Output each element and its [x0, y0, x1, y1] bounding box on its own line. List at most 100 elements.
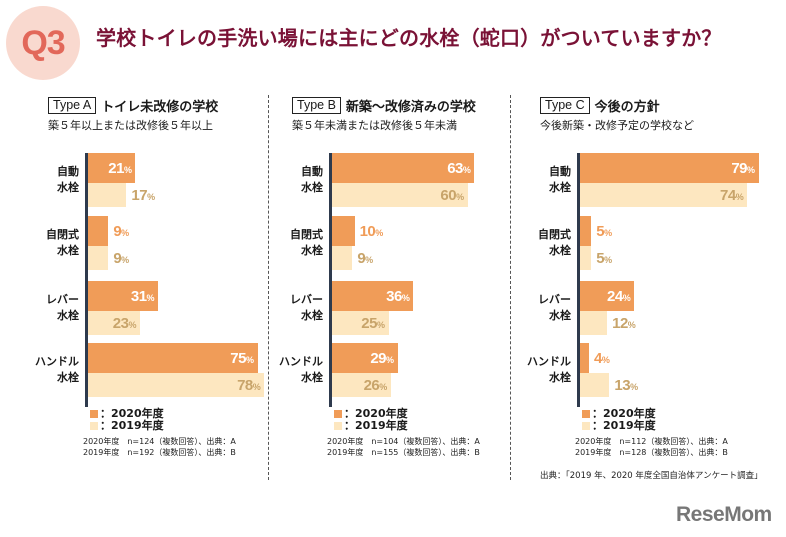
bar-2020: [88, 153, 136, 183]
category-label-line: レバー: [46, 293, 79, 306]
category-label-line: 自閉式: [46, 228, 79, 241]
legend-label: ：2020年度: [592, 407, 656, 420]
category-label-line: 水栓: [57, 371, 79, 384]
data-label: 23%: [112, 315, 137, 332]
bar-2020: [332, 343, 398, 373]
panel-type-label: Type C: [540, 97, 590, 114]
data-label: 4%: [594, 350, 610, 367]
legend-swatch: [90, 410, 98, 418]
bar-2020: [332, 153, 475, 183]
y-axis-line: [329, 153, 332, 407]
data-label: 21%: [108, 160, 132, 177]
chart-panel-type-b: Type B 新築～改修済みの学校築５年未満または改修後５年未満自動水栓 63% 60…: [279, 96, 522, 476]
category-label-line: ハンドル: [527, 355, 571, 368]
category-label: ハンドル 水栓: [263, 354, 323, 386]
legend-swatch: [582, 410, 590, 418]
category-label-line: 水栓: [549, 244, 571, 257]
data-label: 9%: [357, 250, 373, 267]
category-label: レバー 水栓: [19, 292, 79, 324]
category-label-line: 水栓: [301, 244, 323, 257]
bar-2019: [580, 246, 592, 270]
panel-type-label: Type B: [292, 97, 341, 114]
data-label: 63%: [447, 160, 471, 177]
data-label: 60%: [440, 187, 464, 204]
bar-2020: [332, 281, 414, 311]
panel-subtitle: 築５年以上または改修後５年以上: [48, 119, 213, 132]
data-label: 17%: [131, 187, 155, 204]
panel-title-text: 今後の方針: [594, 100, 660, 115]
legend-label: ：2019年度: [592, 419, 656, 432]
data-label: 9%: [113, 250, 129, 267]
category-label-line: 水栓: [549, 371, 571, 384]
data-label: 10%: [359, 223, 384, 240]
panel-title: Type C 今後の方針: [540, 96, 660, 115]
category-label-line: 自動: [301, 165, 323, 178]
panel-divider: [510, 95, 511, 480]
legend-label: ：2020年度: [100, 407, 164, 420]
legend-label: ：2019年度: [100, 419, 164, 432]
bar-2019: [580, 183, 748, 207]
panel-subtitle: 今後新築・改修予定の学校など: [540, 119, 694, 132]
panel-divider: [268, 95, 269, 480]
data-label: 31%: [130, 288, 155, 305]
legend: ：2020年度 ：2019年度: [334, 408, 408, 432]
category-label: 自閉式水栓: [263, 227, 323, 259]
bar-2019: [580, 373, 610, 397]
category-label: ハンドル水栓: [511, 354, 571, 386]
bar-2020: [580, 343, 590, 373]
category-label-line: レバー: [538, 293, 571, 306]
bar-2020: [580, 281, 635, 311]
sample-note: 2020年度 n=124（複数回答）、出典：A: [83, 437, 236, 446]
panel-title: Type A トイレ未改修の学校: [48, 96, 218, 115]
data-label: 13%: [614, 377, 638, 394]
bar-2019: [580, 311, 608, 335]
category-label: 自動 水栓: [263, 164, 323, 196]
legend-swatch: [90, 422, 98, 430]
category-label-line: ハンドル: [35, 355, 79, 368]
sample-notes: 2020年度 n=112（複数回答）、出典：A 2019年度 n=128（複数回答…: [575, 436, 728, 458]
data-label: 5%: [596, 223, 612, 240]
bar-2019: [332, 373, 391, 397]
category-label-line: 自閉式: [290, 228, 323, 241]
category-label: 自閉式 水栓: [19, 227, 79, 259]
category-label: 自閉式水栓: [511, 227, 571, 259]
bar-2019: [332, 246, 353, 270]
bar-2019: [88, 183, 127, 207]
page-title: 学校トイレの手洗い場には主にどの水栓（蛇口）がついていますか？: [96, 26, 722, 50]
panel-title-text: トイレ未改修の学校: [101, 100, 219, 115]
category-label: 自動 水栓: [511, 164, 571, 196]
category-label-line: 自動: [549, 165, 571, 178]
bar-2020: [580, 216, 592, 246]
question-number: Q3: [21, 23, 65, 62]
sample-notes: 2020年度 n=124（複数回答）、出典：A 2019年度 n=192（複数回答…: [83, 436, 236, 458]
category-label-line: 水栓: [301, 309, 323, 322]
category-label-line: レバー: [290, 293, 323, 306]
chart-panel-type-a: Type A トイレ未改修の学校築５年以上または改修後５年以上自動水栓 21% 17%…: [35, 96, 278, 476]
legend-item-y2020: ：2020年度: [334, 408, 408, 420]
category-label: ハンドル水栓: [19, 354, 79, 386]
bar-2019: [88, 373, 265, 397]
panel-subtitle: 築５年未満または改修後５年未満: [292, 119, 457, 132]
bar-2019: [88, 246, 109, 270]
category-label-line: 水栓: [301, 371, 323, 384]
y-axis-line: [577, 153, 580, 407]
sample-note: 2019年度 n=128（複数回答）、出典：B: [575, 448, 728, 457]
legend-swatch: [334, 422, 342, 430]
data-label: 75%: [230, 350, 254, 367]
category-label-line: 自動: [57, 165, 79, 178]
source-citation: 出典：「2019 年、2020 年度全国自治体アンケート調査」: [540, 471, 763, 481]
category-label-line: 水栓: [301, 181, 323, 194]
legend: ：2020年度 ：2019年度: [582, 408, 656, 432]
chart-panel-type-c: Type C 今後の方針 今後新築・改修予定の学校など 自動 水栓 79% 74% 自閉式 水栓…: [527, 96, 770, 476]
y-axis-line: [85, 153, 88, 407]
question-badge: Q3: [6, 6, 80, 80]
bar-2019: [332, 311, 389, 335]
data-label: 79%: [731, 160, 755, 177]
sample-note: 2020年度 n=112（複数回答）、出典：A: [575, 437, 728, 446]
category-label-line: 自閉式: [538, 228, 571, 241]
data-label: 36%: [386, 288, 410, 305]
sample-note: 2019年度 n=192（複数回答）、出典：B: [83, 448, 236, 457]
category-label: レバー 水栓: [511, 292, 571, 324]
panel-title: Type B 新築～改修済みの学校: [292, 96, 476, 115]
legend-item-y2020: ：2020年度: [90, 408, 164, 420]
